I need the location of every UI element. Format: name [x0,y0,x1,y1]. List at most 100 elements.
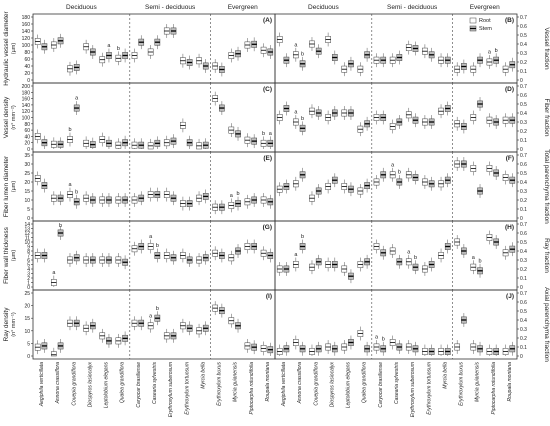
root-box [293,257,299,272]
root-box [131,138,138,149]
stem-box [251,239,257,254]
stem-box [106,253,112,267]
root-box [34,171,41,186]
y-tick-label: 10 [24,240,30,246]
legend: Root Stem [469,17,492,32]
y-tick-label: 0.7 [520,84,527,90]
stem-box [283,179,290,194]
root-box [244,338,251,353]
significance-letter: a [472,255,476,261]
root-box [34,340,41,355]
group-label: Semi - deciduous [145,4,196,11]
panel-f: 0 0.1 0.2 0.3 0.4 0.5 0.6 0.7 Total parenchyma f… [274,149,550,224]
root-box [502,113,509,128]
y-tick-label: 20 [24,180,30,186]
root-box [228,198,235,213]
panel-frame [274,82,518,153]
stem-box [364,341,370,356]
root-box [454,116,461,131]
species-label: Leptolobium elegans [346,362,352,409]
stem-box [493,235,499,249]
stem-box [444,53,451,68]
stem-box [41,39,48,54]
root-box [180,318,186,333]
root-box [196,138,202,150]
y-tick-label: 140 [22,29,31,35]
significance-letter: b [301,234,304,240]
y-tick-label: 140 [22,103,31,109]
stem-box [396,175,403,189]
stem-box [219,62,225,77]
root-box [341,340,348,354]
stem-box [412,170,419,185]
stem-box [331,257,338,272]
species-label: Piptocarpha rotundifolia [249,362,255,415]
stem-box [477,263,483,278]
significance-letter: a [230,193,234,199]
root-box [260,43,267,58]
y-tick-label: 13 [24,227,30,233]
root-box [309,104,315,119]
y-axis-unit: (µm) [11,43,17,55]
root-box [422,115,428,129]
group-label: Deciduous [66,4,97,11]
stem-box [73,250,80,265]
root-box [438,53,444,68]
root-box [470,260,477,275]
stem-box [219,200,225,215]
stem-box [444,101,451,116]
root-box [486,344,493,356]
y-tick-label: 0.3 [520,51,527,57]
stem-box [267,194,274,209]
y-tick-label: 20 [24,304,30,310]
root-box [83,39,89,54]
root-box [293,115,299,129]
root-box [147,318,154,333]
significance-letter: b [59,223,62,229]
stem-box [315,254,322,269]
stem-box [380,53,387,68]
stem-box [251,340,257,355]
box-body [51,351,57,357]
root-box [131,316,138,331]
root-box [244,239,251,254]
stem-box [315,341,322,356]
stem-box [428,176,435,191]
significance-letter: a [488,50,492,56]
group-label: Semi - deciduous [387,4,438,11]
significance-letter: b [382,336,385,342]
stem-box [364,178,370,193]
y-tick-label: 1 [27,281,30,287]
stem-box [428,47,435,62]
root-box [486,55,493,69]
group-label: Evergreen [470,4,500,11]
stem-box [122,331,128,346]
stem-box [477,184,483,198]
significance-letter: a [294,252,298,258]
significance-letter: a [375,335,379,341]
root-box [341,106,348,120]
stem-box [477,53,483,68]
stem-box [299,239,306,254]
y-axis-unit: (µm) [11,181,17,193]
stem-box [283,262,290,276]
y-tick-label: 2 [27,276,30,282]
root-box [163,135,170,149]
y-axis-label: Total parenchyma fraction [543,149,550,224]
stem-box [283,341,290,356]
y-tick-label: 0.6 [520,24,527,30]
stem-box [493,344,499,356]
stem-box [348,56,354,71]
y-tick-label: 15 [24,189,30,195]
stem-box [509,173,516,188]
stem-box [41,248,48,263]
significance-letter: a [75,96,79,102]
stem-box [202,138,209,149]
root-box [83,191,89,206]
root-box [147,187,154,202]
root-box [115,138,122,149]
stem-box [41,178,48,193]
legend-swatch [469,17,477,24]
